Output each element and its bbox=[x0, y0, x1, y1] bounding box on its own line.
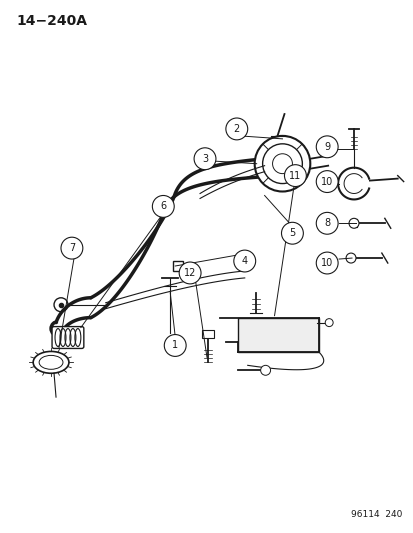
Circle shape bbox=[281, 222, 303, 244]
Circle shape bbox=[194, 148, 216, 169]
Text: 7: 7 bbox=[69, 243, 75, 253]
Circle shape bbox=[316, 171, 337, 192]
Text: 5: 5 bbox=[289, 228, 295, 238]
Ellipse shape bbox=[33, 351, 69, 373]
Circle shape bbox=[284, 165, 306, 187]
FancyBboxPatch shape bbox=[202, 329, 214, 337]
Text: 10: 10 bbox=[320, 258, 332, 268]
Circle shape bbox=[316, 136, 337, 158]
Text: 2: 2 bbox=[233, 124, 240, 134]
Circle shape bbox=[152, 196, 174, 217]
Text: 96114  240: 96114 240 bbox=[351, 510, 402, 519]
Circle shape bbox=[348, 219, 358, 228]
Circle shape bbox=[316, 212, 337, 234]
Circle shape bbox=[260, 365, 270, 375]
Text: 4: 4 bbox=[241, 256, 247, 266]
Circle shape bbox=[61, 237, 83, 259]
Circle shape bbox=[179, 262, 201, 284]
Text: 8: 8 bbox=[323, 219, 330, 228]
Circle shape bbox=[254, 136, 310, 191]
Circle shape bbox=[325, 319, 332, 327]
Circle shape bbox=[345, 253, 355, 263]
FancyBboxPatch shape bbox=[52, 327, 83, 349]
Polygon shape bbox=[90, 159, 264, 318]
Text: 10: 10 bbox=[320, 176, 332, 187]
Circle shape bbox=[164, 335, 186, 357]
Circle shape bbox=[225, 118, 247, 140]
FancyBboxPatch shape bbox=[173, 261, 183, 271]
Text: 9: 9 bbox=[323, 142, 330, 152]
Text: 12: 12 bbox=[183, 268, 196, 278]
FancyBboxPatch shape bbox=[237, 318, 318, 352]
Text: 14−240A: 14−240A bbox=[16, 14, 87, 28]
Text: 1: 1 bbox=[172, 341, 178, 351]
Circle shape bbox=[233, 250, 255, 272]
Text: 6: 6 bbox=[160, 201, 166, 212]
Text: 3: 3 bbox=[202, 154, 208, 164]
Circle shape bbox=[316, 252, 337, 274]
Text: 11: 11 bbox=[289, 171, 301, 181]
